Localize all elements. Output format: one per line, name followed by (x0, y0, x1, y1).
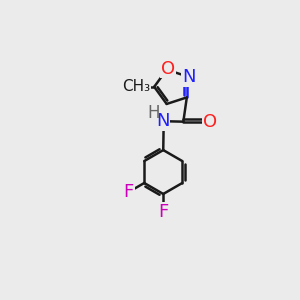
Text: O: O (161, 59, 175, 77)
Text: CH₃: CH₃ (122, 79, 150, 94)
Text: N: N (182, 68, 195, 86)
Text: H: H (148, 104, 160, 122)
Text: O: O (203, 113, 218, 131)
Text: N: N (156, 112, 169, 130)
Text: F: F (158, 203, 168, 221)
Text: F: F (124, 183, 134, 201)
